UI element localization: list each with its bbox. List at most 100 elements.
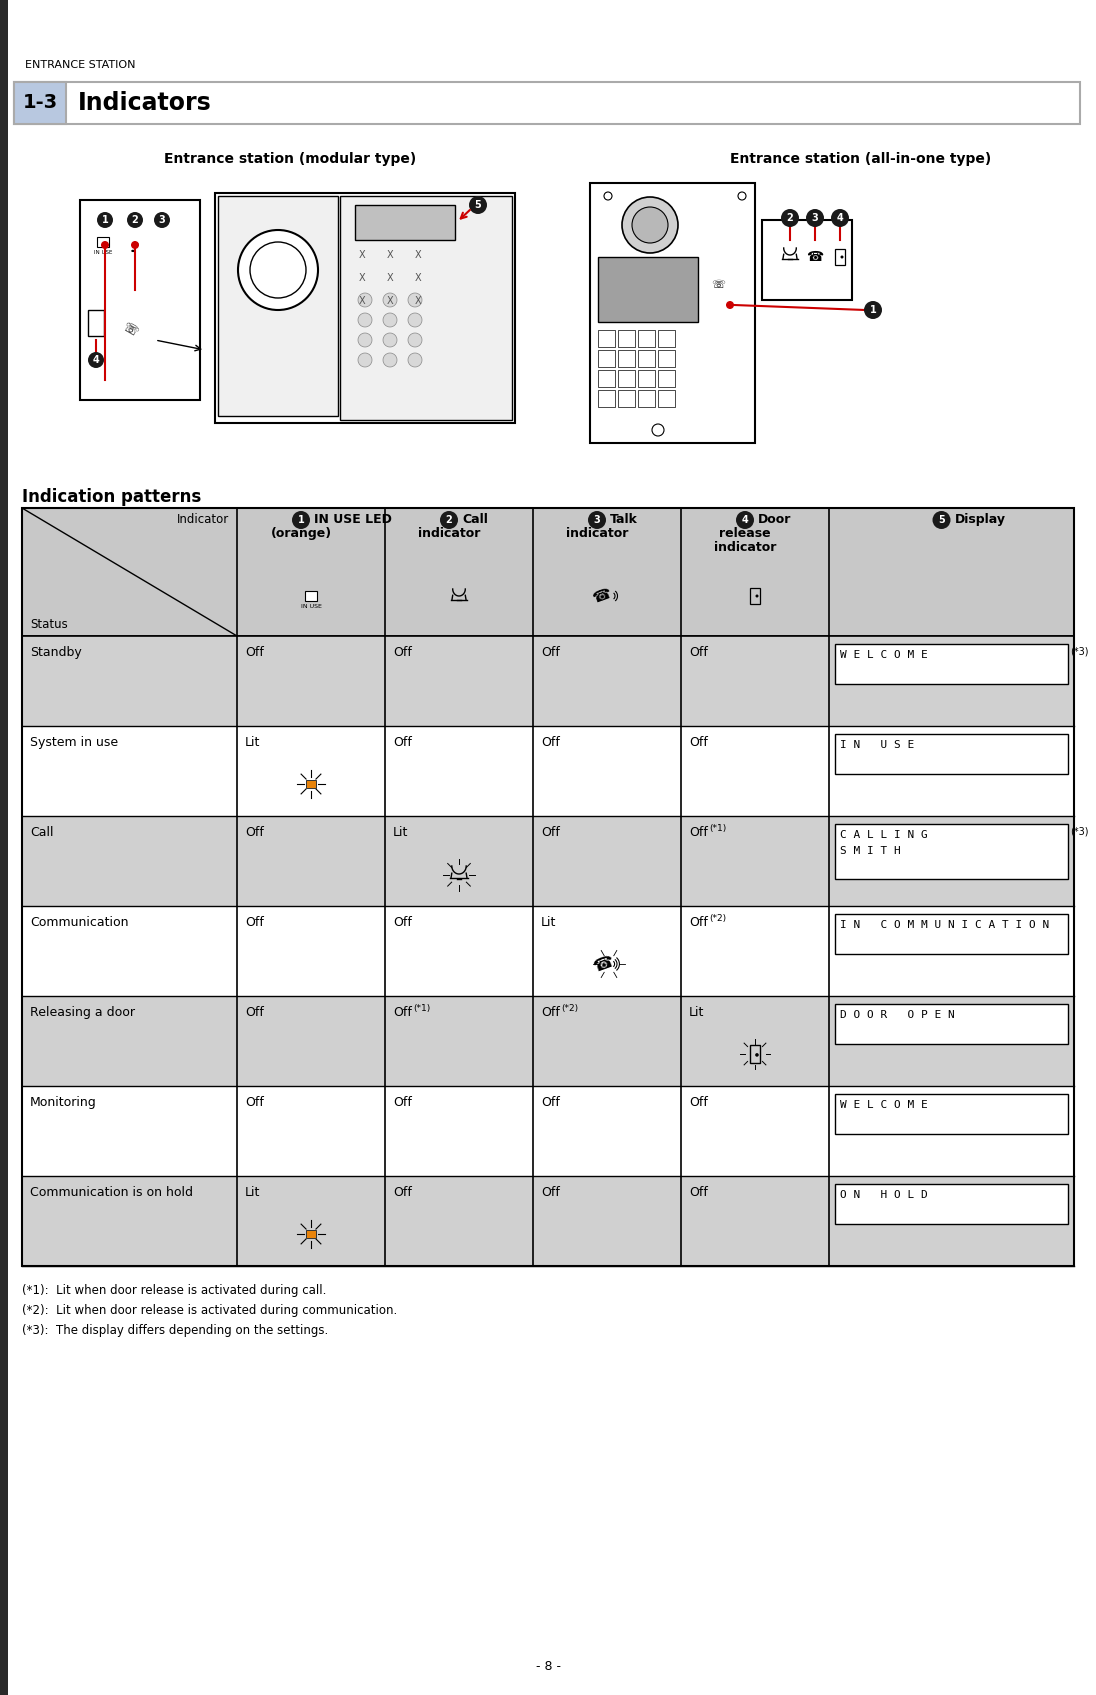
Text: IN USE LED: IN USE LED xyxy=(313,514,392,525)
Bar xyxy=(22,636,1074,725)
Circle shape xyxy=(755,595,758,598)
Text: X: X xyxy=(358,249,365,259)
Text: ☎: ☎ xyxy=(807,249,823,264)
Bar xyxy=(618,390,635,407)
Circle shape xyxy=(469,197,487,214)
Circle shape xyxy=(132,241,139,249)
Text: Status: Status xyxy=(30,619,68,631)
Circle shape xyxy=(587,510,606,529)
Text: 5: 5 xyxy=(475,200,481,210)
Text: 2: 2 xyxy=(132,215,138,225)
Text: (*2): (*2) xyxy=(709,914,727,924)
Text: C A L L I N G: C A L L I N G xyxy=(840,831,927,841)
Text: Indicator: Indicator xyxy=(176,514,229,525)
Circle shape xyxy=(358,314,372,327)
Circle shape xyxy=(238,231,318,310)
Text: I N   U S E: I N U S E xyxy=(840,741,914,749)
Text: indicator: indicator xyxy=(713,541,776,554)
Text: (*1):  Lit when door release is activated during call.: (*1): Lit when door release is activated… xyxy=(22,1285,327,1297)
Text: Communication is on hold: Communication is on hold xyxy=(30,1186,193,1198)
Bar xyxy=(638,349,655,368)
Text: Off: Off xyxy=(689,1097,708,1109)
Text: Standby: Standby xyxy=(30,646,82,659)
Text: Off: Off xyxy=(689,736,708,749)
Bar xyxy=(618,349,635,368)
Text: X: X xyxy=(414,273,421,283)
Bar xyxy=(762,220,852,300)
Text: indicator: indicator xyxy=(418,527,480,541)
Text: Off: Off xyxy=(541,646,560,659)
Bar xyxy=(598,258,698,322)
Bar xyxy=(22,997,1074,1086)
Text: 4: 4 xyxy=(742,515,749,525)
Text: Talk: Talk xyxy=(610,514,638,525)
Text: Off: Off xyxy=(393,1186,412,1198)
Text: X: X xyxy=(387,273,393,283)
Text: X: X xyxy=(358,273,365,283)
Text: Indication patterns: Indication patterns xyxy=(22,488,202,507)
Bar xyxy=(80,200,199,400)
Text: X: X xyxy=(387,297,393,307)
Text: ☏: ☏ xyxy=(711,280,724,290)
Text: (*3): (*3) xyxy=(1070,825,1088,836)
Circle shape xyxy=(604,192,612,200)
Circle shape xyxy=(88,353,104,368)
Text: Off: Off xyxy=(541,1097,560,1109)
Circle shape xyxy=(358,332,372,347)
Text: IN USE: IN USE xyxy=(300,603,321,609)
Text: 3: 3 xyxy=(159,215,165,225)
Text: Off: Off xyxy=(689,1186,708,1198)
Circle shape xyxy=(806,208,824,227)
Text: Off: Off xyxy=(541,825,560,839)
Circle shape xyxy=(755,1053,758,1056)
Text: Call: Call xyxy=(30,825,54,839)
Text: Off: Off xyxy=(393,736,412,749)
Bar xyxy=(22,1086,1074,1176)
Text: W E L C O M E: W E L C O M E xyxy=(840,649,927,659)
Text: Releasing a door: Releasing a door xyxy=(30,1007,135,1019)
Text: release: release xyxy=(719,527,770,541)
Circle shape xyxy=(250,242,306,298)
Text: I N   C O M M U N I C A T I O N: I N C O M M U N I C A T I O N xyxy=(840,920,1049,931)
Bar xyxy=(750,588,760,603)
Text: Lit: Lit xyxy=(541,915,557,929)
Circle shape xyxy=(933,510,950,529)
Text: 3: 3 xyxy=(594,515,601,525)
Text: (*3):  The display differs depending on the settings.: (*3): The display differs depending on t… xyxy=(22,1324,328,1337)
Bar xyxy=(618,370,635,386)
Circle shape xyxy=(383,314,397,327)
Text: 5: 5 xyxy=(938,515,945,525)
Text: Off: Off xyxy=(541,1007,560,1019)
Text: Monitoring: Monitoring xyxy=(30,1097,96,1109)
Text: (*2):  Lit when door release is activated during communication.: (*2): Lit when door release is activated… xyxy=(22,1303,397,1317)
Circle shape xyxy=(738,192,746,200)
Text: Off: Off xyxy=(689,646,708,659)
Text: ☎: ☎ xyxy=(591,586,614,607)
Bar xyxy=(598,390,615,407)
Bar xyxy=(590,183,755,442)
Text: 3: 3 xyxy=(812,214,819,224)
Text: Communication: Communication xyxy=(30,915,128,929)
Text: 1-3: 1-3 xyxy=(22,93,58,112)
Text: ☏: ☏ xyxy=(119,320,140,339)
Text: Off: Off xyxy=(689,825,708,839)
Circle shape xyxy=(408,353,422,368)
Text: 2: 2 xyxy=(787,214,794,224)
Circle shape xyxy=(439,510,458,529)
Bar xyxy=(835,734,1068,775)
Text: X: X xyxy=(414,297,421,307)
Text: Indicators: Indicators xyxy=(78,92,212,115)
Text: Off: Off xyxy=(393,1097,412,1109)
Text: 1: 1 xyxy=(298,515,305,525)
Text: Display: Display xyxy=(955,514,1005,525)
Text: 1: 1 xyxy=(102,215,109,225)
Circle shape xyxy=(408,293,422,307)
Text: Lit: Lit xyxy=(246,1186,261,1198)
Bar xyxy=(22,1176,1074,1266)
Bar xyxy=(835,1003,1068,1044)
Bar xyxy=(835,1185,1068,1224)
Bar xyxy=(835,1093,1068,1134)
Text: W E L C O M E: W E L C O M E xyxy=(840,1100,927,1110)
Bar xyxy=(340,197,512,420)
Text: D O O R   O P E N: D O O R O P E N xyxy=(840,1010,955,1020)
